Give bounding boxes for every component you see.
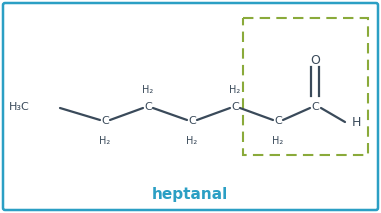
Text: C: C (101, 116, 109, 126)
Text: C: C (144, 102, 152, 112)
Text: C: C (231, 102, 239, 112)
Text: H: H (351, 117, 361, 130)
Text: H₃C: H₃C (9, 102, 30, 112)
Text: C: C (274, 116, 282, 126)
Text: C: C (188, 116, 196, 126)
Text: H₂: H₂ (142, 85, 154, 95)
Text: H₂: H₂ (229, 85, 241, 95)
Text: C: C (311, 102, 319, 112)
Text: H₂: H₂ (272, 136, 283, 146)
Text: H₂: H₂ (186, 136, 198, 146)
Text: H₂: H₂ (99, 136, 110, 146)
Text: heptanal: heptanal (152, 187, 228, 203)
Bar (243, 18, 368, 155)
Text: O: O (310, 53, 320, 66)
